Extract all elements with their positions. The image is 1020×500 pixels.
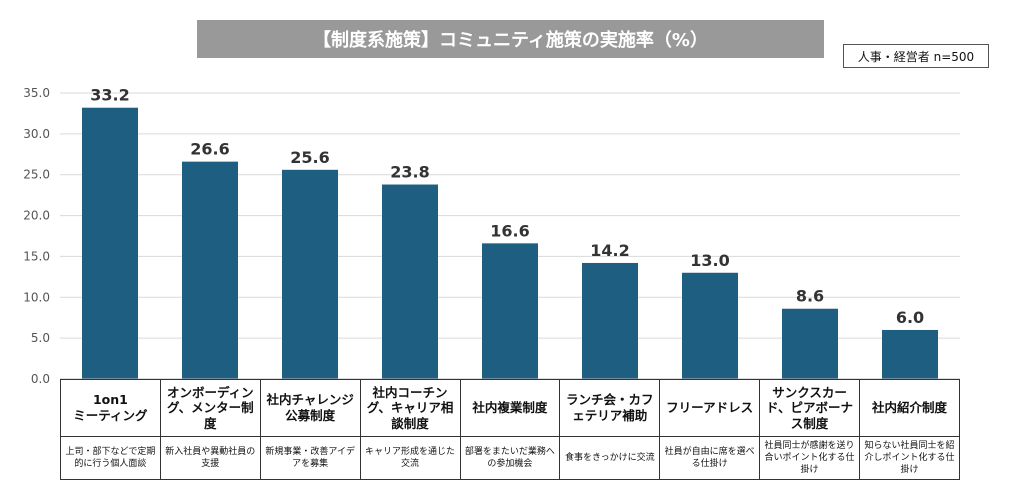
category-name-cell: 社内コーチング、キャリア相談制度 [359, 379, 461, 437]
data-label: 26.6 [190, 140, 229, 159]
category-description-cell: 新入社員や異動社員の支援 [159, 436, 261, 480]
category-name-cell: フリーアドレス [659, 379, 761, 437]
data-label: 25.6 [290, 148, 329, 167]
data-label: 14.2 [590, 241, 629, 260]
category-name-cell: 社内複業制度 [459, 379, 561, 437]
bar [682, 272, 738, 379]
bar [582, 262, 638, 379]
category-name-cell: ランチ会・カフェテリア補助 [559, 379, 661, 437]
category-name-cell: サンクスカード、ピアボーナス制度 [759, 379, 860, 437]
y-tick-label: 30.0 [23, 127, 50, 141]
category-description-cell: 社員同士が感謝を送り合いポイント化する仕掛け [759, 436, 860, 480]
data-label: 6.0 [896, 308, 924, 327]
y-tick-label: 5.0 [31, 331, 50, 345]
y-tick-label: 20.0 [23, 209, 50, 223]
category-description-cell: 上司・部下などで定期的に行う個人面談 [60, 436, 161, 480]
data-label: 8.6 [796, 287, 824, 306]
category-description-row: 上司・部下などで定期的に行う個人面談 新入社員や異動社員の支援 新規事業・改善ア… [60, 436, 960, 480]
category-table: 1on1 ミーティング オンボーディング、メンター制度 社内チャレンジ公募制度 … [60, 379, 960, 480]
data-label: 33.2 [90, 86, 129, 105]
data-label: 13.0 [690, 251, 729, 270]
bar [882, 329, 938, 379]
category-description-cell: 社員が自由に席を選べる仕掛け [659, 436, 761, 480]
category-description-cell: 新規事業・改善アイデアを募集 [259, 436, 361, 480]
category-name-cell: オンボーディング、メンター制度 [159, 379, 261, 437]
bar [382, 184, 438, 379]
sample-size-note: 人事・経営者 n=500 [843, 44, 989, 68]
category-description-cell: キャリア形成を通じた交流 [359, 436, 461, 480]
category-name-row: 1on1 ミーティング オンボーディング、メンター制度 社内チャレンジ公募制度 … [60, 379, 960, 437]
y-tick-label: 35.0 [23, 86, 50, 100]
bar [282, 169, 338, 379]
bar [782, 308, 838, 379]
data-label: 23.8 [390, 163, 429, 182]
category-name-cell: 1on1 ミーティング [60, 379, 161, 437]
y-tick-label: 10.0 [23, 290, 50, 304]
bar [482, 243, 538, 379]
chart-title: 【制度系施策】コミュニティ施策の実施率（%） [197, 20, 824, 58]
bar [82, 107, 138, 380]
data-label: 16.6 [490, 221, 529, 240]
category-name-cell: 社内チャレンジ公募制度 [259, 379, 361, 437]
y-tick-label: 15.0 [23, 249, 50, 263]
category-name-cell: 社内紹介制度 [859, 379, 960, 437]
category-description-cell: 部署をまたいだ業務への参加機会 [459, 436, 561, 480]
y-tick-label: 0.0 [31, 372, 50, 386]
category-description-cell: 知らない社員同士を紹介しポイント化する仕掛け [859, 436, 960, 480]
category-description-cell: 食事をきっかけに交流 [559, 436, 661, 480]
bar [182, 161, 238, 379]
y-tick-label: 25.0 [23, 168, 50, 182]
